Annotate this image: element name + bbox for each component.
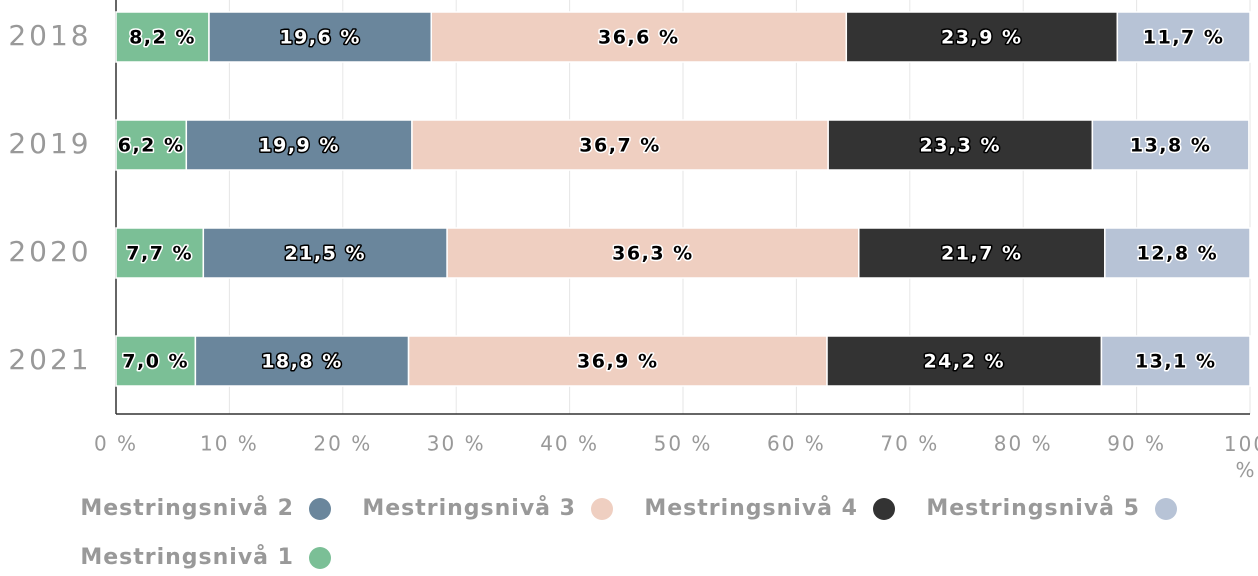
bar-segment — [827, 119, 1094, 171]
x-tick-label: 80 % — [994, 432, 1053, 456]
data-label: 36,6 % — [598, 27, 680, 49]
x-tick-label: 10 % — [200, 432, 259, 456]
bar-segment — [845, 11, 1119, 63]
data-label: 13,8 % — [1130, 135, 1212, 157]
legend-label: Mestringsnivå 2 — [80, 495, 294, 521]
legend-marker — [873, 498, 895, 520]
x-tick-label: 20 % — [313, 432, 372, 456]
data-label: 18,8 % — [261, 351, 343, 373]
data-label: 36,7 % — [579, 135, 661, 157]
data-label: 12,8 % — [1137, 243, 1219, 265]
y-tick-label: 2018 — [8, 19, 91, 52]
legend-marker — [591, 498, 613, 520]
bar-segment — [185, 119, 413, 171]
x-tick-label-line: % — [1235, 458, 1256, 482]
bar-segment — [194, 335, 410, 387]
legend-label: Mestringsnivå 5 — [926, 495, 1140, 521]
y-tick-label: 2021 — [8, 343, 91, 376]
bar-segment — [826, 335, 1103, 387]
bar-segment — [115, 335, 197, 387]
bar-segment — [1091, 119, 1250, 171]
bar-segment — [1104, 227, 1251, 279]
data-label: 19,6 % — [279, 27, 361, 49]
x-tick-label: 0 % — [94, 432, 138, 456]
data-label: 23,3 % — [919, 135, 1001, 157]
data-label: 24,2 % — [923, 351, 1005, 373]
x-tick-label: 70 % — [880, 432, 939, 456]
x-tick-label: 40 % — [540, 432, 599, 456]
y-tick-label: 2019 — [8, 127, 91, 160]
legend-label: Mestringsnivå 3 — [362, 495, 576, 521]
legend-label: Mestringsnivå 4 — [644, 495, 858, 521]
data-label: 36,3 % — [612, 243, 694, 265]
x-tick-label: 100% — [1224, 432, 1258, 482]
x-tick-label: 60 % — [767, 432, 826, 456]
data-label: 7,0 % — [122, 351, 189, 373]
x-tick-label: 90 % — [1107, 432, 1166, 456]
bar-segment — [115, 119, 188, 171]
bar-segment — [430, 11, 848, 63]
legend-marker — [309, 498, 331, 520]
legend-label: Mestringsnivå 1 — [80, 544, 294, 570]
legend-marker — [1155, 498, 1177, 520]
x-tick-label: 50 % — [654, 432, 713, 456]
bar-segment — [1116, 11, 1251, 63]
data-label: 23,9 % — [941, 27, 1023, 49]
bar-segment — [858, 227, 1106, 279]
data-label: 21,7 % — [941, 243, 1023, 265]
bar-segment — [446, 227, 860, 279]
bar-segment — [407, 335, 828, 387]
data-label: 11,7 % — [1143, 27, 1225, 49]
data-label: 36,9 % — [577, 351, 659, 373]
data-label: 7,7 % — [126, 243, 193, 265]
x-tick-label: 30 % — [427, 432, 486, 456]
bar-segment — [115, 227, 205, 279]
data-label: 21,5 % — [284, 243, 366, 265]
data-label: 8,2 % — [129, 27, 196, 49]
x-tick-label-line: 100 — [1224, 432, 1258, 456]
data-label: 19,9 % — [258, 135, 340, 157]
data-label: 13,1 % — [1135, 351, 1217, 373]
bar-segment — [1100, 335, 1251, 387]
legend-marker — [309, 547, 331, 569]
bar-segment — [208, 11, 433, 63]
data-label: 6,2 % — [118, 135, 185, 157]
y-tick-label: 2020 — [8, 235, 91, 268]
